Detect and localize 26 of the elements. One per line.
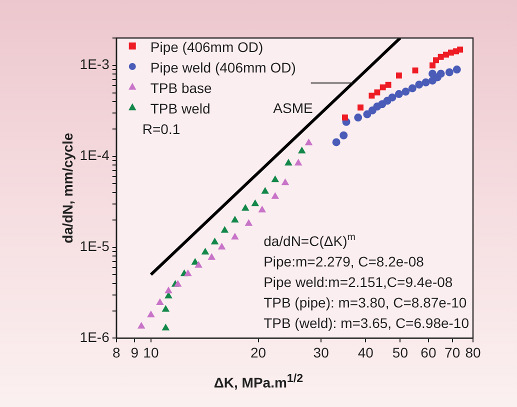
x-tick-label: 20 <box>250 344 266 360</box>
x-tick-label: 80 <box>465 344 481 360</box>
annotation: Pipe weld:m=2.151,C=9.4e-08 <box>264 274 453 290</box>
x-tick-label: 9 <box>130 344 139 360</box>
legend-label: TPB weld <box>150 100 210 116</box>
annotation: TPB (weld): m=3.65, C=6.98e-10 <box>264 315 470 332</box>
x-tick-label: 70 <box>444 344 460 360</box>
legend-label: TPB base <box>150 80 212 96</box>
x-tick-label: 8 <box>112 344 120 360</box>
x-tick-label: 50 <box>392 344 408 360</box>
x-axis-title: ΔK, MPa.m$^{1/2}$ <box>212 372 304 391</box>
annotation: Pipe:m=2.279, C=8.2e-08 <box>264 254 424 270</box>
legend-label: Pipe (406mm OD) <box>150 39 264 55</box>
annotation: R=0.1 <box>142 121 180 137</box>
x-tick-label: 60 <box>420 344 436 360</box>
y-tick-label: 1E-5 <box>80 238 110 254</box>
x-tick-label: 30 <box>313 344 330 360</box>
y-tick-label: 1E-6 <box>80 329 110 346</box>
y-tick-label: 1E-3 <box>80 56 110 72</box>
annotation: TPB (pipe): m=3.80, C=8.87e-10 <box>264 294 467 311</box>
y-axis-title: da/dN, mm/cycle <box>59 132 76 244</box>
x-tick-label: 10 <box>143 344 159 360</box>
series-label: ASME <box>273 100 313 116</box>
legend-label: Pipe weld (406mm OD) <box>150 60 296 76</box>
y-tick-label: 1E-4 <box>80 147 110 164</box>
x-tick-label: 40 <box>358 344 374 360</box>
